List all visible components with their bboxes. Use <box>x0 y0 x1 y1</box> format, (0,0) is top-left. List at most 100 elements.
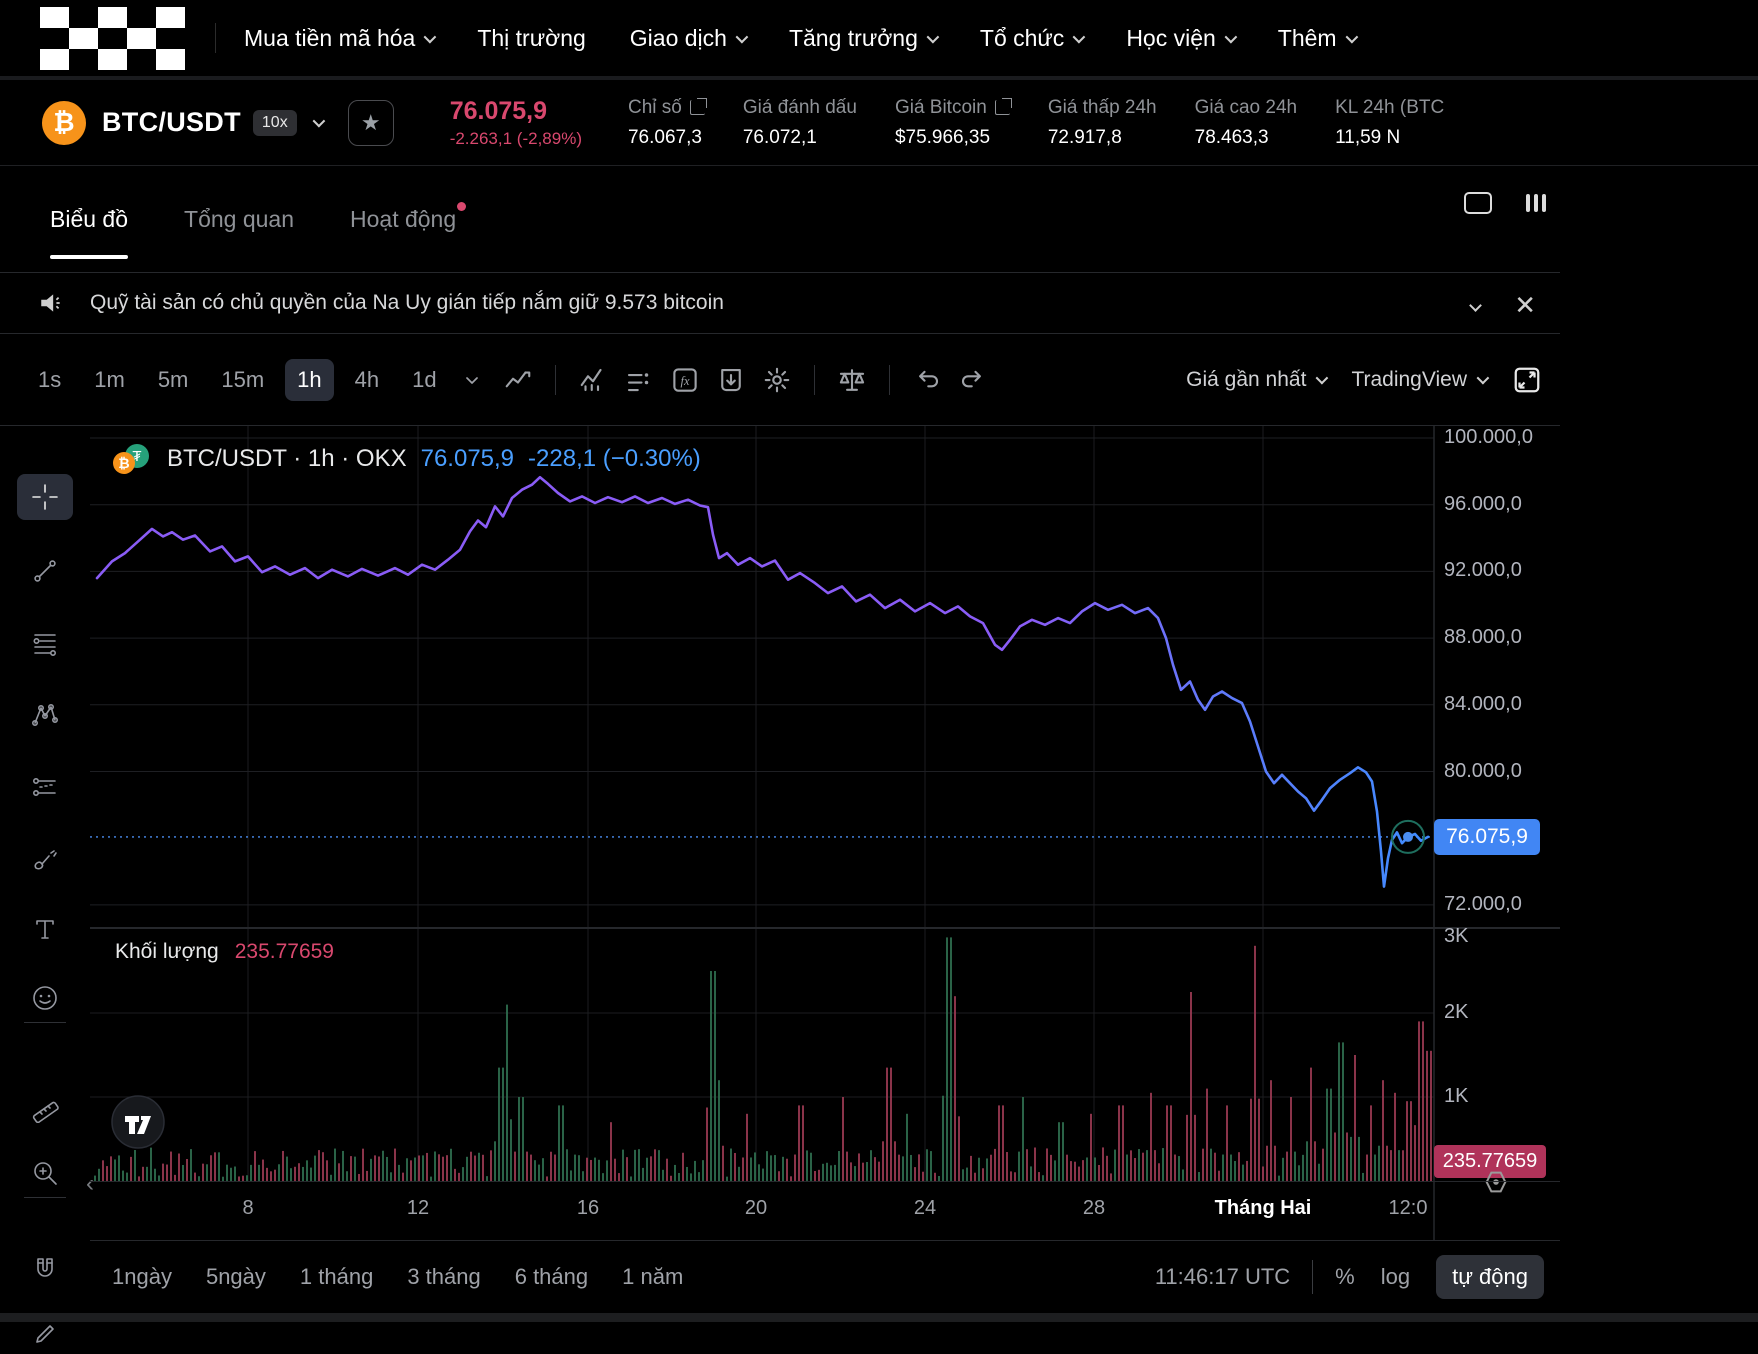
favorite-star-button[interactable]: ★ <box>347 99 394 146</box>
nav-item[interactable]: Tổ chức <box>980 25 1086 52</box>
scale-icon[interactable] <box>829 360 875 400</box>
range-1-năm[interactable]: 1 năm <box>622 1264 684 1289</box>
chevron-down-icon <box>1476 371 1490 385</box>
ruler-tool[interactable] <box>17 1085 73 1131</box>
stat-value: $75.966,35 <box>894 126 991 148</box>
fullscreen-icon[interactable] <box>1512 365 1542 395</box>
time-axis-label: 8 <box>242 1197 254 1219</box>
tradingview-logo[interactable] <box>110 1094 166 1150</box>
fx-icon[interactable]: fx <box>662 360 708 400</box>
undo-icon[interactable] <box>904 360 950 400</box>
pair-name[interactable]: BTC/USDT <box>102 107 241 137</box>
chevron-down-icon <box>735 30 749 43</box>
collapse-toolbar-handle[interactable]: ‹ <box>86 1170 94 1197</box>
price-axis-label: 72.000,0 <box>1444 892 1522 915</box>
timeframe-1s[interactable]: 1s <box>38 366 62 392</box>
ticker-stat: Giá đánh dấu 76.072,1 <box>743 93 857 152</box>
percent-scale-button[interactable]: % <box>1335 1264 1355 1289</box>
chevron-down-icon <box>1315 371 1329 385</box>
nav-band-divider <box>0 76 1758 80</box>
divider <box>1312 1260 1314 1294</box>
volume-axis-label: 1K <box>1444 1085 1469 1107</box>
nav-item-label: Giao dịch <box>629 24 727 51</box>
columns-icon[interactable] <box>1526 194 1546 212</box>
timeframe-1m[interactable]: 1m <box>94 366 125 392</box>
chart-legend: ₮ ₿ BTC/USDT · 1h · OKX 76.075,9 -228,1 (… <box>113 444 701 474</box>
long-short-position-tool[interactable] <box>17 764 73 810</box>
last-price-tag: 76.075,9 <box>1434 818 1540 855</box>
nav-item[interactable]: Thị trường <box>477 25 585 52</box>
chevron-down-icon[interactable] <box>449 360 495 400</box>
range-6-tháng[interactable]: 6 tháng <box>514 1264 589 1289</box>
price-axis-label: 92.000,0 <box>1444 559 1522 582</box>
price-mode-select[interactable]: Giá gần nhất <box>1186 367 1329 392</box>
okx-logo[interactable] <box>40 6 185 70</box>
price-axis-label: 80.000,0 <box>1444 759 1522 782</box>
nav-item[interactable]: Tăng trưởng <box>789 25 940 52</box>
tab-tổng-quan[interactable]: Tổng quan <box>184 206 294 232</box>
redo-icon[interactable] <box>950 360 996 400</box>
chart-area: ₮ ₿ BTC/USDT · 1h · OKX 76.075,9 -228,1 (… <box>0 426 1758 1343</box>
stat-value: 76.072,1 <box>742 126 817 148</box>
nav-item[interactable]: Mua tiền mã hóa <box>244 25 437 52</box>
trend-line-tool[interactable] <box>17 548 73 594</box>
zoom-in-tool[interactable] <box>17 1150 73 1196</box>
log-scale-button[interactable]: log <box>1380 1264 1411 1289</box>
auto-scale-button[interactable]: tự động <box>1436 1255 1544 1299</box>
external-link-icon[interactable] <box>994 98 1012 116</box>
pair-coin-icon: ₮ ₿ <box>113 444 153 474</box>
nav-divider <box>215 23 216 53</box>
price-mode-label: Giá gần nhất <box>1186 367 1307 391</box>
brush-tool[interactable] <box>17 836 73 882</box>
nav-item[interactable]: Thêm <box>1278 25 1358 52</box>
tab-biểu-đồ[interactable]: Biểu đồ <box>50 206 129 259</box>
time-axis-label: 24 <box>913 1197 937 1219</box>
toolbar-icons: fx <box>449 360 996 400</box>
gear-icon[interactable] <box>754 360 800 400</box>
chevron-down-icon[interactable] <box>1469 298 1483 312</box>
ticker-stat: KL 24h (BTC 11,59 N <box>1335 93 1444 152</box>
legend-change: -228,1 (−0.30%) <box>528 445 701 472</box>
bottom-strip <box>0 1313 1758 1322</box>
range-5ngày[interactable]: 5ngày <box>205 1264 266 1289</box>
save-layout-icon[interactable] <box>708 360 754 400</box>
chart-toolbar: 1s 1m 5m 15m 1h 4h 1d fx Giá gần nhất TradingV… <box>0 334 1560 426</box>
crosshair-tool[interactable] <box>17 474 73 520</box>
range-3-tháng[interactable]: 3 tháng <box>407 1264 481 1289</box>
nav-item[interactable]: Giao dịch <box>629 24 749 52</box>
time-axis-label: 28 <box>1082 1197 1106 1219</box>
volume-axis-label: 3K <box>1444 925 1469 947</box>
utc-clock[interactable]: 11:46:17 UTC <box>1154 1264 1291 1289</box>
timeframe-5m[interactable]: 5m <box>157 366 189 392</box>
vendor-select[interactable]: TradingView <box>1351 368 1490 392</box>
chevron-down-icon[interactable] <box>312 114 325 128</box>
stat-label: Giá cao 24h <box>1194 97 1298 119</box>
tab-hoạt-động[interactable]: Hoạt động <box>350 202 467 233</box>
fib-retracement-tool[interactable] <box>17 620 73 666</box>
external-link-icon[interactable] <box>689 98 707 116</box>
timeframe-4h[interactable]: 4h <box>354 366 380 392</box>
announcement-text[interactable]: Quỹ tài sản có chủ quyền của Na Uy gián … <box>90 291 724 314</box>
magnet-tool[interactable] <box>17 1245 73 1291</box>
divider <box>888 364 890 395</box>
axis-settings-icon[interactable] <box>1482 1168 1510 1196</box>
chart-style-icon[interactable] <box>495 360 541 400</box>
xabcd-pattern-tool[interactable] <box>17 692 73 738</box>
panel-layout-icon[interactable] <box>1464 192 1492 214</box>
text-tool-tool[interactable] <box>17 906 73 952</box>
announcement-bar: Quỹ tài sản có chủ quyền của Na Uy gián … <box>0 272 1560 334</box>
compare-lines-icon[interactable] <box>616 360 662 400</box>
timeframe-15m[interactable]: 15m <box>221 366 265 392</box>
nav-item[interactable]: Học viện <box>1126 25 1238 52</box>
timeframe-1h[interactable]: 1h <box>285 358 334 401</box>
range-1-tháng[interactable]: 1 tháng <box>299 1264 374 1289</box>
emoji-tool[interactable] <box>17 975 73 1021</box>
volume-label: Khối lượng <box>115 940 219 963</box>
timeframe-1d[interactable]: 1d <box>412 366 437 392</box>
indicators-icon[interactable] <box>570 360 616 400</box>
close-icon[interactable]: ✕ <box>1514 290 1536 320</box>
last-price: 76.075,9 <box>449 97 548 126</box>
legend-price: 76.075,9 <box>420 445 515 472</box>
chevron-down-icon <box>423 30 437 43</box>
range-1ngày[interactable]: 1ngày <box>112 1264 172 1289</box>
